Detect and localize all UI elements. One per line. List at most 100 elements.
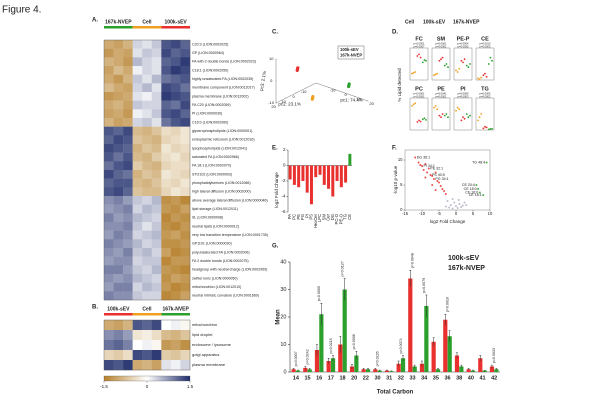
dot [421, 118, 424, 121]
row-label: headgroup with neutral charge (LION:0002… [192, 268, 267, 272]
group-bar [104, 313, 133, 316]
heat-cell [142, 161, 152, 171]
dot [462, 61, 464, 64]
point [422, 169, 425, 171]
heat-cell [123, 66, 133, 75]
heat-cell [180, 118, 191, 127]
point [421, 165, 423, 167]
heat-cell [151, 66, 162, 75]
dot [443, 114, 446, 117]
point [443, 190, 446, 192]
heat-cell [104, 265, 114, 275]
row-label: highly unsaturated FA (LION:0002035) [192, 77, 253, 81]
heat-cell [151, 170, 162, 179]
heat-cell [104, 109, 114, 119]
error-bar [327, 358, 330, 364]
heat-cell [151, 320, 162, 331]
pca-tick [295, 92, 297, 94]
subplot-frame [431, 47, 451, 81]
pca-tick-label: -10 [330, 88, 337, 93]
error-bar [444, 314, 447, 326]
heat-cell [113, 320, 124, 331]
heat-cell [132, 248, 143, 257]
panel-label: F. [392, 146, 397, 152]
pca-tick [354, 96, 356, 97]
heat-cell [113, 135, 124, 145]
heat-cell [113, 187, 124, 197]
p-label: p=0.0002 [480, 95, 491, 99]
heat-cell [180, 230, 191, 240]
subplot-title: SM [437, 36, 446, 42]
heat-cell [132, 170, 143, 179]
panel-label: C. [272, 30, 278, 36]
heat-cell [180, 126, 191, 136]
error-bar [304, 366, 307, 370]
group-bar [161, 26, 190, 29]
pca-tick [367, 100, 369, 102]
error-bar [362, 368, 365, 371]
heat-cell [123, 74, 133, 84]
error-bar [297, 369, 300, 372]
heat-cell [113, 256, 124, 266]
dot [418, 53, 420, 56]
dot [460, 119, 463, 122]
error-bar [320, 303, 323, 326]
heat-cell [170, 57, 181, 67]
group-label: 100k-sEV [165, 19, 188, 25]
point [485, 161, 488, 164]
heat-cell [142, 282, 152, 292]
heat-cell [180, 350, 191, 361]
heat-cell [104, 222, 114, 231]
heat-cell [151, 92, 162, 101]
p-label: p=0.0010 [480, 42, 491, 46]
row-label: lysophospholipids (LION:0012041) [192, 146, 247, 150]
heat-cell [151, 74, 162, 84]
heat-cell [170, 135, 181, 145]
heat-cell [104, 178, 114, 188]
dot [469, 114, 471, 117]
p-label: p=0.0005 [480, 92, 491, 96]
heat-cell [142, 320, 152, 331]
heat-cell [132, 291, 143, 301]
group-label: 167k-NVEP [162, 306, 189, 312]
p-label: p=0.0242 [305, 349, 309, 364]
row-label: SL (LION:0000008) [192, 216, 223, 220]
bar [365, 369, 371, 372]
bar [389, 371, 394, 372]
heat-cell [161, 282, 172, 292]
heat-cell [123, 170, 133, 179]
heat-cell [180, 187, 191, 197]
heat-cell [142, 213, 152, 223]
heat-cell [113, 222, 124, 231]
p-label: p=0.0055 [458, 45, 469, 49]
legend-label: 100k-sEV [448, 255, 479, 262]
heat-cell [132, 144, 143, 153]
row-label: high lateral diffusion (LION:0002000) [192, 190, 251, 194]
dot [491, 59, 493, 62]
pca-tick-label: 20 [271, 104, 276, 109]
colorbar-tick-label: 1.5 [187, 384, 194, 389]
point [458, 203, 461, 205]
heat-cell [142, 48, 152, 58]
bar [384, 370, 390, 372]
dot [480, 113, 483, 115]
bar [443, 319, 448, 372]
heat-cell [161, 135, 172, 145]
heat-cell [104, 135, 114, 145]
heat-cell [142, 360, 152, 371]
bar [396, 363, 401, 372]
heat-cell [132, 100, 143, 110]
bar [297, 165, 301, 188]
bar [301, 165, 305, 181]
dot [467, 116, 470, 119]
point [448, 206, 451, 209]
heat-cell [104, 340, 114, 351]
heat-cell [132, 256, 143, 266]
x-tick-label: LPC [317, 214, 322, 222]
dot [421, 61, 424, 64]
point [457, 199, 460, 201]
dot [411, 72, 413, 75]
axis-label: % Lipid detected [397, 68, 402, 102]
heat-cell [132, 161, 143, 171]
heat-cell [161, 170, 172, 179]
